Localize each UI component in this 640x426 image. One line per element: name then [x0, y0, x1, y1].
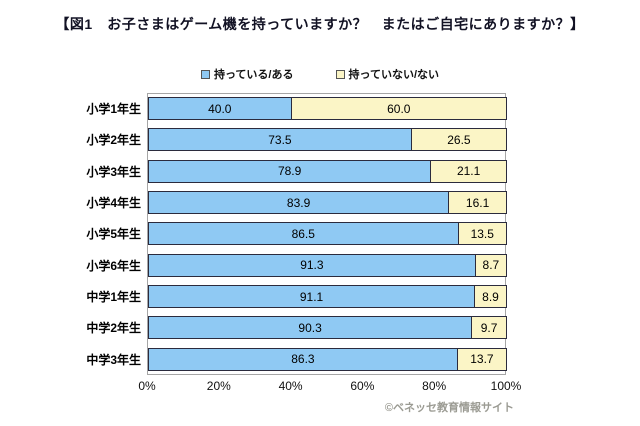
bar-segment-have: 86.5	[148, 222, 459, 246]
value-label: 73.5	[268, 132, 292, 147]
value-label: 86.5	[291, 226, 315, 241]
bar-segment-not-have: 26.5	[411, 128, 507, 152]
category-label: 中学3年生	[86, 352, 141, 367]
x-axis-tick-label: 80%	[422, 379, 447, 393]
bar-segment-not-have: 13.5	[458, 222, 507, 246]
value-label: 91.3	[300, 258, 324, 273]
value-label: 83.9	[286, 195, 311, 210]
value-label: 86.3	[291, 352, 315, 367]
bar-row: 小学3年生 78.9 21.1	[0, 156, 507, 187]
legend-item-have: 持っている/ある	[200, 66, 294, 82]
bar-track: 83.9 16.1	[148, 191, 507, 215]
bar-row: 小学2年生 73.5 26.5	[0, 124, 507, 155]
legend-marker-not-have-icon	[335, 69, 345, 79]
bar-track: 91.3 8.7	[148, 253, 507, 277]
bar-row: 小学4年生 83.9 16.1	[0, 187, 507, 218]
bar-row: 小学6年生 91.3 8.7	[0, 250, 507, 281]
value-label: 26.5	[447, 132, 471, 147]
value-label: 60.0	[387, 101, 411, 116]
bar-track: 73.5 26.5	[148, 128, 507, 152]
category-label: 小学6年生	[86, 258, 141, 273]
x-axis: 0% 20% 40% 60% 80% 100%	[0, 379, 640, 395]
bar-track: 40.0 60.0	[148, 97, 507, 121]
bar-row: 小学5年生 86.5 13.5	[0, 218, 507, 249]
bar-row: 中学1年生 91.1 8.9	[0, 281, 507, 312]
bar-track: 78.9 21.1	[148, 159, 507, 183]
value-label: 78.9	[277, 164, 302, 179]
bar-segment-not-have: 8.9	[475, 285, 507, 309]
value-label: 13.7	[470, 352, 494, 367]
bar-track: 90.3 9.7	[148, 316, 507, 340]
x-axis-tick-label: 100%	[490, 379, 522, 393]
bar-segment-have: 83.9	[148, 191, 450, 215]
bar-row: 中学3年生 86.3 13.7	[0, 344, 507, 375]
bar-segment-have: 40.0	[148, 97, 292, 121]
bar-segment-not-have: 21.1	[431, 159, 507, 183]
value-label: 13.5	[470, 226, 494, 241]
bar-row: 小学1年生 40.0 60.0	[0, 93, 507, 124]
value-label: 9.7	[480, 320, 498, 335]
bar-segment-not-have: 16.1	[449, 191, 507, 215]
category-label: 小学5年生	[86, 227, 141, 242]
bar-segment-not-have: 60.0	[291, 97, 507, 121]
category-label: 中学2年生	[86, 321, 141, 336]
category-label: 小学4年生	[86, 196, 141, 211]
value-label: 8.7	[482, 258, 500, 273]
bar-track: 86.3 13.7	[148, 347, 507, 371]
bar-segment-not-have: 8.7	[475, 253, 507, 277]
legend-marker-have-icon	[200, 69, 210, 79]
category-label: 中学1年生	[86, 290, 141, 305]
copyright: ©ベネッセ教育情報サイト	[384, 402, 514, 414]
category-label: 小学3年生	[86, 164, 141, 179]
bar-track: 86.5 13.5	[148, 222, 507, 246]
bar-rows: 小学1年生 40.0 60.0 小学2年生 73.5 26.5 小学3年生 78.9 21.1 小…	[0, 93, 507, 375]
category-label: 小学1年生	[86, 102, 141, 117]
value-label: 40.0	[208, 101, 232, 116]
category-label: 小学2年生	[86, 133, 141, 148]
x-axis-tick-label: 40%	[278, 379, 303, 393]
value-label: 8.9	[482, 289, 499, 304]
bar-segment-not-have: 9.7	[472, 316, 507, 340]
bar-segment-have: 78.9	[148, 159, 432, 183]
bar-segment-have: 90.3	[148, 316, 473, 340]
value-label: 16.1	[465, 195, 490, 210]
legend: 持っている/ある 持っていない/ない	[0, 66, 640, 82]
value-label: 90.3	[298, 320, 322, 335]
bar-segment-have: 73.5	[148, 128, 412, 152]
legend-label-not-have: 持っていない/ない	[348, 69, 440, 81]
bar-segment-not-have: 13.7	[457, 347, 507, 371]
bar-segment-have: 91.3	[148, 253, 476, 277]
x-axis-tick-label: 0%	[138, 379, 156, 393]
legend-label-have: 持っている/ある	[213, 69, 294, 81]
x-axis-tick-label: 60%	[350, 379, 375, 393]
x-axis-tick-label: 20%	[206, 379, 231, 393]
value-label: 91.1	[299, 289, 324, 304]
value-label: 21.1	[456, 164, 481, 179]
bar-row: 中学2年生 90.3 9.7	[0, 312, 507, 343]
legend-item-not-have: 持っていない/ない	[335, 66, 440, 82]
bar-segment-have: 91.1	[148, 285, 476, 309]
chart-title: 【図1 お子さまはゲーム機を持っていますか？ またはご自宅にありますか？】	[55, 16, 585, 32]
bar-track: 91.1 8.9	[148, 285, 507, 309]
bar-segment-have: 86.3	[148, 347, 458, 371]
